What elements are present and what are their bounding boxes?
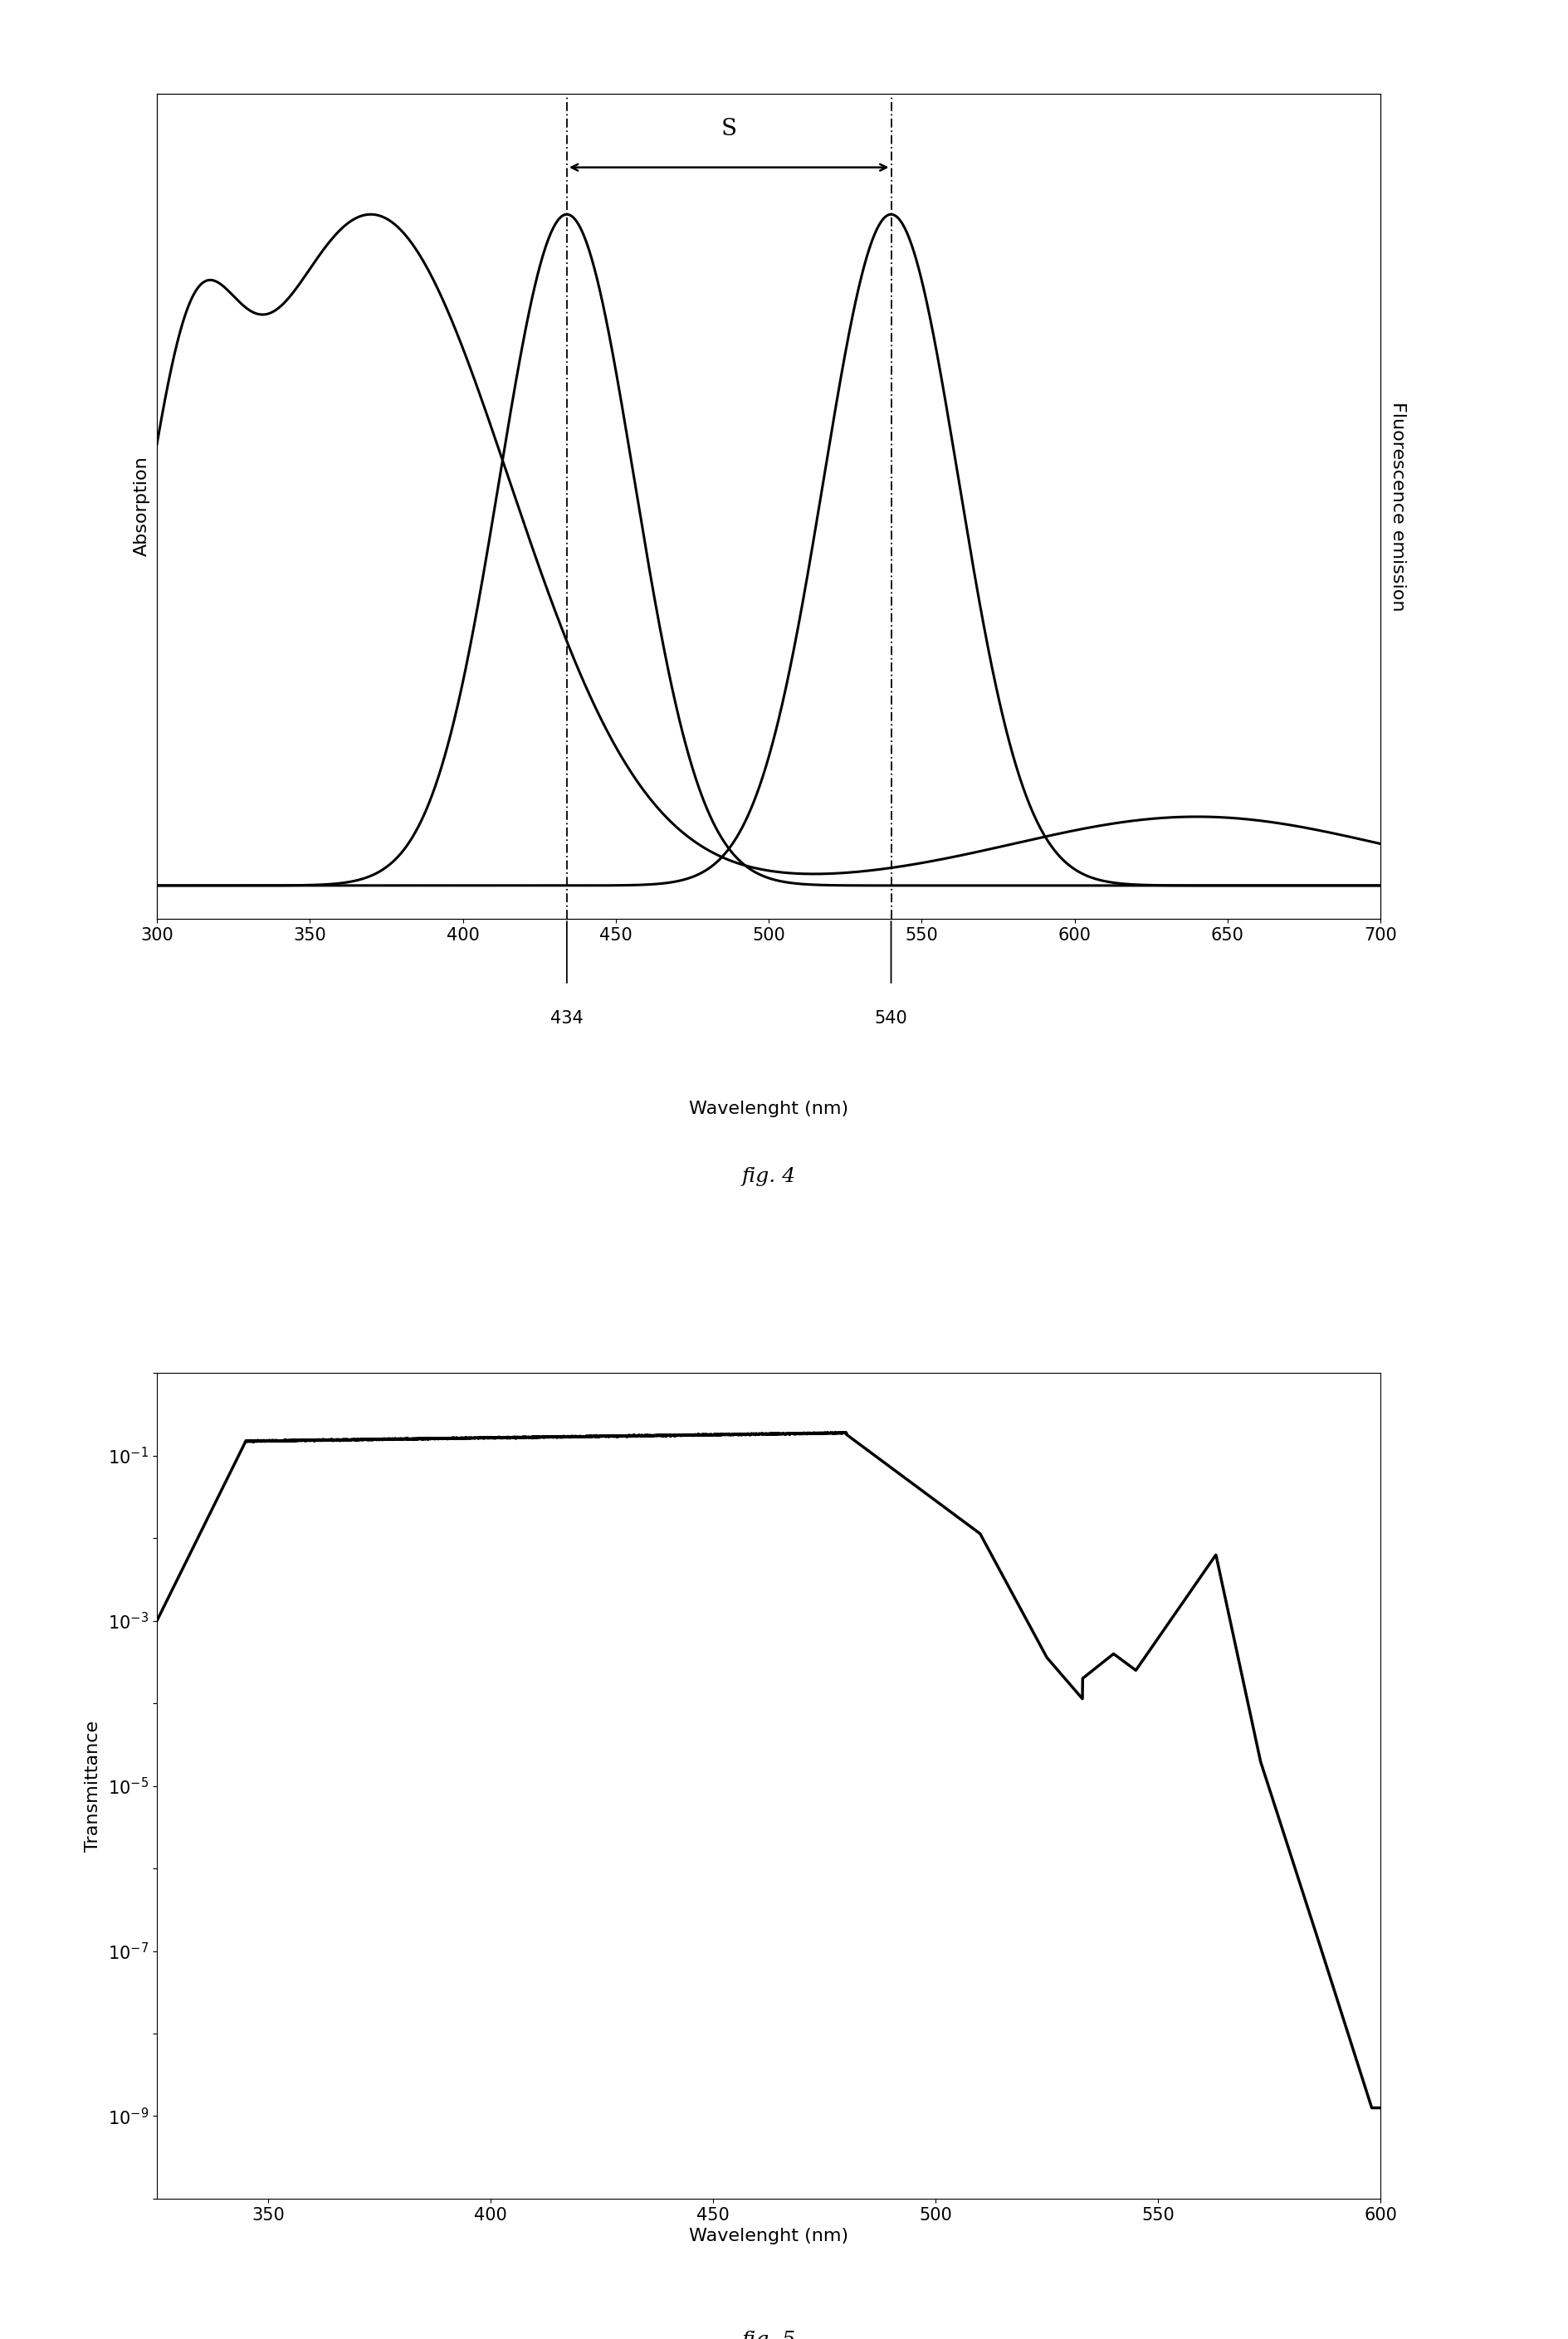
Text: fig. 5: fig. 5	[742, 2330, 795, 2339]
Text: 540: 540	[873, 1010, 908, 1027]
Text: S: S	[721, 119, 737, 140]
Y-axis label: Fluorescence emission: Fluorescence emission	[1389, 402, 1405, 610]
Text: 434: 434	[550, 1010, 583, 1027]
Y-axis label: Transmittance: Transmittance	[85, 1719, 100, 1852]
Text: Wavelenght (nm): Wavelenght (nm)	[688, 1102, 848, 1118]
Y-axis label: Absorption: Absorption	[133, 456, 151, 557]
X-axis label: Wavelenght (nm): Wavelenght (nm)	[688, 2229, 848, 2245]
Text: fig. 4: fig. 4	[742, 1167, 795, 1186]
